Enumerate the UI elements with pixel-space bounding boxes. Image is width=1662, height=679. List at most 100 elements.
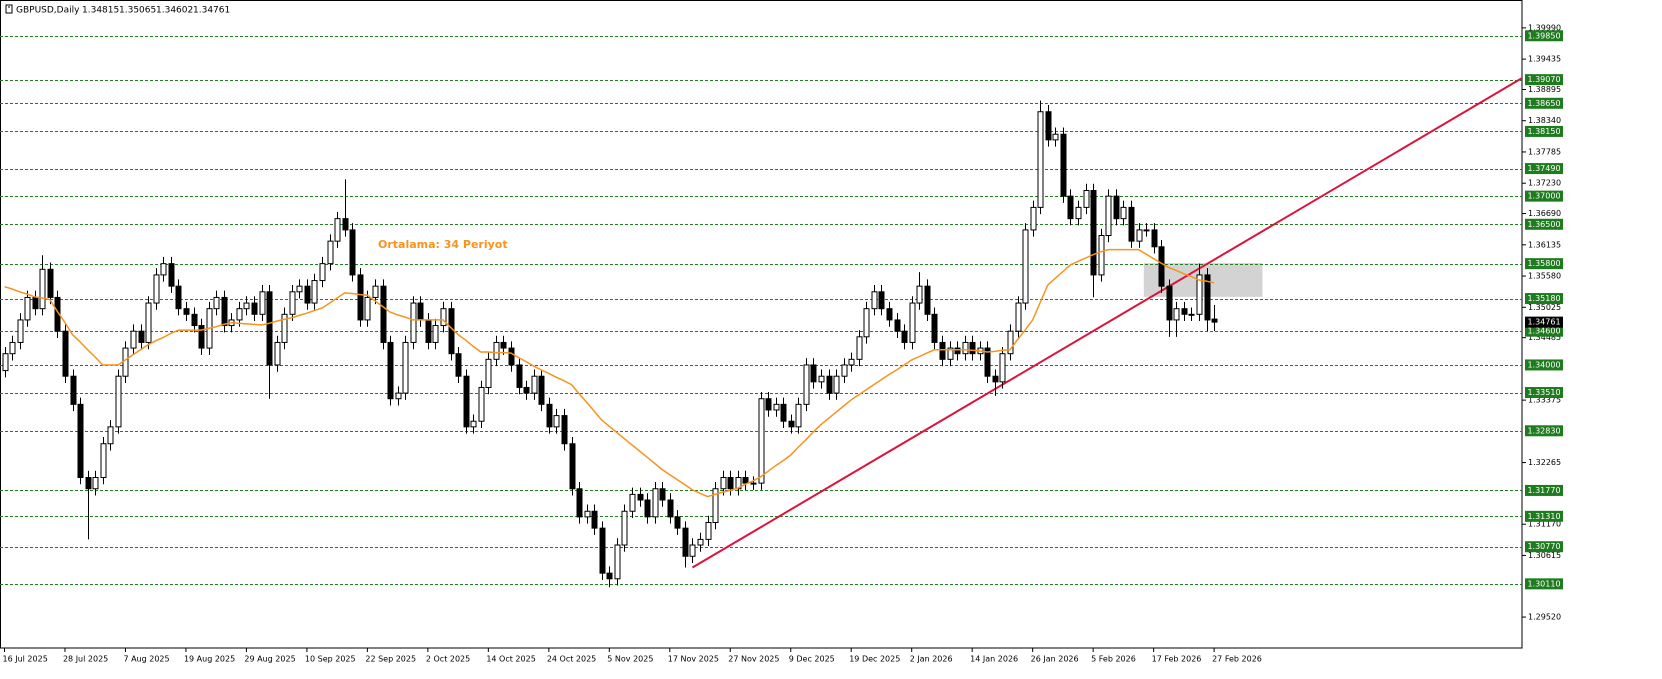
level-label-box: [1525, 387, 1563, 399]
candle-body: [1083, 190, 1090, 208]
candle-body: [962, 341, 969, 355]
level-label: 1.33510: [1527, 388, 1560, 397]
candle-body: [667, 499, 674, 518]
level-label: 1.35180: [1527, 294, 1560, 303]
candle-body: [939, 341, 946, 360]
candle-body: [878, 291, 885, 310]
candle-body: [138, 330, 145, 343]
candle-body: [485, 358, 492, 388]
candle-body: [1173, 308, 1180, 321]
candle-body: [720, 476, 727, 490]
current-price-label: 1.34761: [1527, 318, 1560, 327]
candle-body: [584, 510, 591, 518]
candle-body: [319, 263, 326, 282]
candle-body: [1113, 195, 1120, 220]
candle-body: [886, 308, 893, 321]
indicator-annotation: Ortalama: 34 Periyot: [378, 238, 508, 251]
candle-body: [9, 341, 16, 355]
candle-body: [410, 302, 417, 343]
level-label-box: [1525, 218, 1563, 230]
candle-body: [463, 375, 470, 428]
candle-body: [803, 364, 810, 405]
y-tick-label: 1.30615: [1528, 551, 1561, 560]
level-label: 1.31310: [1527, 512, 1560, 521]
candle-body: [614, 544, 621, 580]
axes: 1.39990 1.39435 1.38895 1.38340 1.37785 1.372…: [3, 23, 1563, 664]
x-tick-label: 19 Aug 2025: [184, 655, 235, 664]
candle-body: [342, 218, 349, 231]
current-price-box: [1525, 316, 1563, 328]
level-label-box: [1525, 74, 1563, 86]
y-tick-label: 1.29520: [1528, 613, 1561, 622]
candle-body: [818, 375, 825, 383]
level-label-box: [1525, 30, 1563, 42]
x-tick-label: 5 Feb 2026: [1091, 655, 1136, 664]
x-tick-label: 29 Aug 2025: [244, 655, 295, 664]
level-label: 1.30770: [1527, 542, 1560, 551]
candle-body: [191, 313, 198, 327]
x-tick-label: 22 Sep 2025: [365, 655, 416, 664]
candle-body: [372, 285, 379, 298]
candle-body: [856, 336, 863, 360]
candle-body: [77, 403, 84, 478]
candle-body: [621, 510, 628, 546]
level-label: 1.34000: [1527, 360, 1560, 369]
candle-body: [1015, 302, 1022, 332]
candle-body: [334, 218, 341, 242]
candle-body: [85, 476, 92, 490]
y-tick-label: 1.35025: [1528, 303, 1561, 312]
candle-body: [100, 443, 107, 478]
candle-body: [304, 285, 311, 304]
candle-body: [894, 319, 901, 332]
moving-average: [4, 248, 1215, 498]
candle-body: [62, 330, 69, 377]
candle-body: [659, 488, 666, 501]
symbol-icon: [5, 4, 13, 14]
x-tick-label: 16 Jul 2025: [3, 655, 48, 664]
candle-body: [455, 353, 462, 377]
candle-body: [689, 544, 696, 557]
candle-body: [402, 341, 409, 394]
level-label-box: [1525, 510, 1563, 522]
candle-body: [599, 527, 606, 574]
candle-body: [947, 347, 954, 360]
level-label: 1.35800: [1527, 259, 1560, 268]
x-tick-label: 28 Jul 2025: [63, 655, 108, 664]
candle-body: [1143, 229, 1150, 232]
candle-body: [1151, 229, 1158, 248]
level-label-box: [1525, 541, 1563, 553]
candle-body: [773, 403, 780, 411]
candle-body: [841, 364, 848, 377]
candle-body: [327, 240, 334, 265]
candle-body: [1204, 274, 1211, 321]
candle-body: [432, 325, 439, 343]
candle-body: [1158, 246, 1165, 287]
level-label: 1.39850: [1527, 31, 1560, 40]
x-tick-label: 2 Jan 2026: [910, 655, 953, 664]
x-tick-label: 24 Oct 2025: [547, 655, 596, 664]
y-tick-label: 1.31170: [1528, 520, 1561, 529]
x-tick-label: 5 Nov 2025: [607, 655, 653, 664]
candle-body: [1136, 229, 1143, 242]
candle-body: [863, 308, 870, 338]
plot-area: [0, 36, 1522, 588]
candle-body: [395, 392, 402, 400]
candle-body: [39, 268, 46, 310]
symbol-title: GBPUSD,Daily: [16, 6, 80, 16]
candle-body: [130, 330, 137, 349]
level-label-box: [1525, 293, 1563, 305]
candle-body: [682, 527, 689, 557]
header-low: 1.34602: [156, 6, 193, 16]
candle-body: [516, 364, 523, 388]
x-tick-label: 19 Dec 2025: [849, 655, 900, 664]
candle-body: [349, 229, 356, 276]
y-tick-label: 1.33375: [1528, 396, 1561, 405]
candle-body: [742, 476, 749, 484]
candle-body: [1022, 229, 1029, 304]
candle-body: [780, 403, 787, 422]
candle-body: [992, 375, 999, 383]
trend-line: [691, 76, 1522, 569]
candle-body: [47, 268, 54, 298]
level-label-box: [1525, 425, 1563, 437]
